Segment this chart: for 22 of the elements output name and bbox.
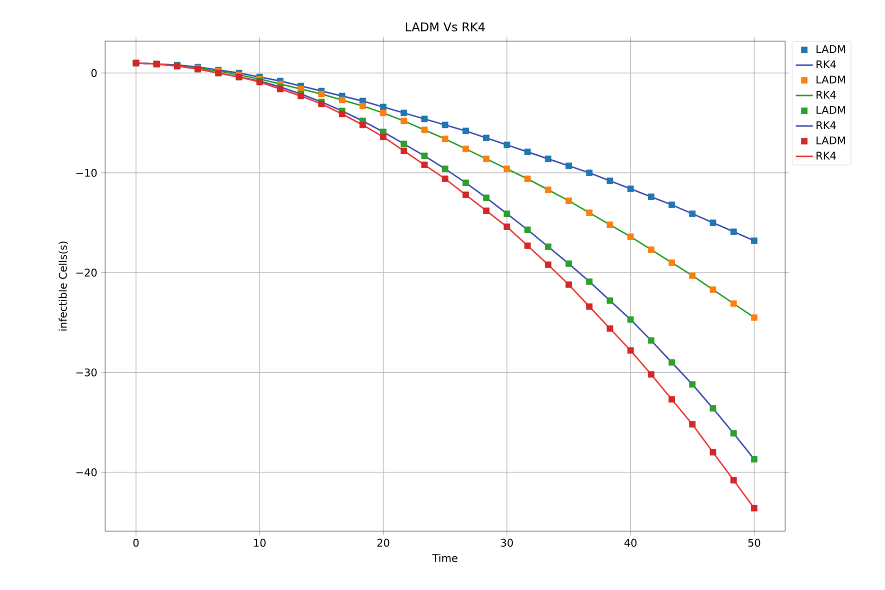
- legend-label: RK4: [816, 152, 836, 160]
- legend-label: RK4: [816, 121, 836, 130]
- x-tick-label: 0: [133, 538, 139, 547]
- x-tick-label: 30: [501, 538, 513, 547]
- legend-label: RK4: [816, 60, 836, 68]
- x-axis-title: Time: [432, 554, 458, 562]
- legend-label: LADM: [816, 45, 845, 53]
- y-tick-label: −10: [76, 168, 97, 177]
- y-axis-title: infectible Cells(s): [58, 242, 68, 330]
- x-tick-label: 10: [254, 538, 266, 547]
- chart-title: LADM Vs RK4: [406, 22, 485, 32]
- legend-label: LADM: [816, 136, 845, 144]
- y-tick-label: −20: [76, 268, 97, 277]
- x-tick-label: 50: [748, 538, 760, 547]
- x-tick-label: 20: [377, 538, 390, 547]
- y-tick-label: −40: [76, 468, 97, 476]
- legend-label: RK4: [816, 90, 836, 99]
- y-tick-label: 0: [91, 69, 97, 78]
- legend-label: LADM: [816, 106, 845, 114]
- legend-label: LADM: [816, 76, 845, 84]
- y-tick-label: −30: [76, 368, 97, 376]
- x-tick-label: 40: [624, 538, 637, 547]
